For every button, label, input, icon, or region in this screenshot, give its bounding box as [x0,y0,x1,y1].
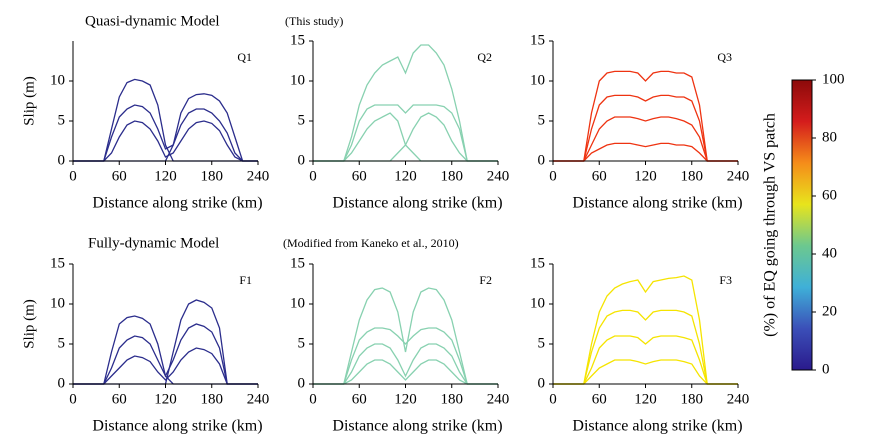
colorbar-tick-label: 100 [822,71,845,87]
y-tick-label: 10 [530,295,545,311]
y-tick-label: 15 [290,32,305,48]
y-tick-label: 15 [530,32,545,48]
x-tick-label: 60 [592,391,607,407]
x-tick-label: 180 [201,168,224,184]
slip-curve [73,299,258,385]
x-tick-label: 180 [441,168,464,184]
x-tick-label: 240 [487,168,510,184]
x-tick-label: 240 [727,391,750,407]
y-tick-label: 10 [530,72,545,88]
slip-curve [553,309,738,385]
panel-label: Q2 [477,50,492,64]
colorbar-tick-label: 40 [822,245,837,261]
x-tick-label: 0 [309,168,317,184]
x-axis-label: Distance along strike (km) [92,418,262,435]
row-title: Fully-dynamic Model [88,235,219,251]
x-tick-label: 120 [154,391,177,407]
colorbar-tick-label: 20 [822,303,837,319]
x-tick-label: 0 [549,168,557,184]
slip-curve [73,323,258,385]
colorbar-label: (%) of EQ going through VS patch [762,113,779,337]
panel-label: F3 [719,273,732,287]
y-tick-label: 15 [290,255,305,271]
x-tick-label: 180 [441,391,464,407]
x-tick-label: 120 [394,168,417,184]
slip-curve [313,287,498,385]
y-tick-label: 0 [58,375,66,391]
x-axis-label: Distance along strike (km) [332,195,502,212]
x-tick-label: 60 [592,168,607,184]
slip-curve [553,275,738,385]
slip-curve [73,104,258,162]
panel-label: F2 [479,273,492,287]
slip-curve [313,112,498,162]
x-tick-label: 240 [487,391,510,407]
y-tick-label: 5 [298,112,306,128]
y-tick-label: 10 [50,295,65,311]
x-tick-label: 60 [112,391,127,407]
y-tick-label: 10 [290,72,305,88]
panel-label: Q3 [717,50,732,64]
slip-curve [553,142,738,162]
y-tick-label: 5 [538,112,546,128]
x-tick-label: 240 [247,168,270,184]
colorbar-tick-label: 60 [822,187,837,203]
y-tick-label: 5 [58,335,66,351]
slip-curve [553,359,738,385]
row-title: Quasi-dynamic Model [85,13,220,29]
y-tick-label: 10 [50,72,65,88]
x-tick-label: 240 [727,168,750,184]
slip-curve [313,104,498,162]
x-tick-label: 0 [309,391,317,407]
y-axis-label: Slip (m) [21,299,37,349]
y-tick-label: 0 [298,375,306,391]
x-axis-label: Distance along strike (km) [92,195,262,212]
x-tick-label: 180 [201,391,224,407]
slip-curve [73,347,258,385]
row-subtitle: (This study) [285,14,343,28]
x-tick-label: 0 [549,391,557,407]
y-tick-label: 0 [58,152,66,168]
slip-curve [553,94,738,162]
slip-curve [553,116,738,162]
row-subtitle: (Modified from Kaneko et al., 2010) [283,236,459,250]
x-tick-label: 240 [247,391,270,407]
x-axis-label: Distance along strike (km) [572,418,742,435]
y-axis-label: Slip (m) [21,76,37,126]
panel-label: Q1 [237,50,252,64]
x-tick-label: 120 [154,168,177,184]
slip-curve [553,70,738,162]
x-tick-label: 120 [394,391,417,407]
y-tick-label: 10 [290,295,305,311]
colorbar-tick-label: 0 [822,361,830,377]
y-tick-label: 5 [58,112,66,128]
slip-curve [313,359,498,385]
x-tick-label: 120 [634,391,657,407]
x-tick-label: 60 [112,168,127,184]
colorbar-tick-label: 80 [822,129,837,145]
y-tick-label: 15 [50,255,65,271]
x-tick-label: 180 [681,391,704,407]
slip-curve [73,315,258,385]
slip-curve [313,112,498,162]
y-tick-label: 0 [538,152,546,168]
x-axis-label: Distance along strike (km) [332,418,502,435]
y-tick-label: 0 [298,152,306,168]
x-tick-label: 60 [352,391,367,407]
panel-label: F1 [239,273,252,287]
x-tick-label: 60 [352,168,367,184]
slip-curve [553,335,738,385]
y-tick-label: 5 [538,335,546,351]
x-tick-label: 120 [634,168,657,184]
x-tick-label: 180 [681,168,704,184]
colorbar [791,79,813,371]
x-tick-label: 0 [69,391,77,407]
x-tick-label: 0 [69,168,77,184]
y-tick-label: 15 [530,255,545,271]
x-axis-label: Distance along strike (km) [572,195,742,212]
y-tick-label: 5 [298,335,306,351]
y-tick-label: 0 [538,375,546,391]
